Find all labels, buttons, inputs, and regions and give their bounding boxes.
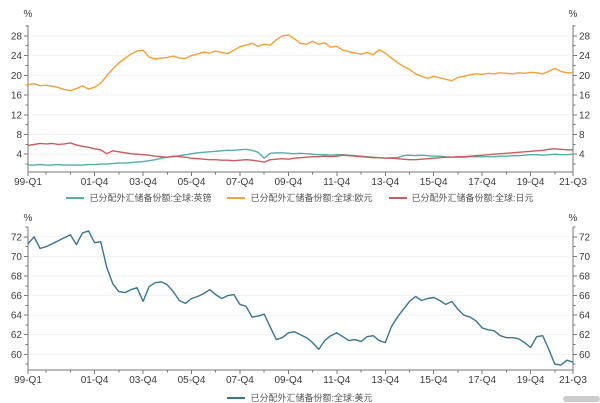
x-tick-label: 15-Q4 <box>420 177 448 188</box>
y-tick-label: 20 <box>579 71 591 82</box>
x-tick-label: 07-Q4 <box>226 177 254 188</box>
y-tick-label: 62 <box>579 330 591 341</box>
y-tick-label: 8 <box>16 130 22 141</box>
x-tick-label: 99-Q1 <box>14 177 42 188</box>
gridlines <box>29 236 572 355</box>
legend-line-swatch-jpy <box>388 197 407 199</box>
series-line-eur <box>27 34 574 92</box>
y-tick-label: 64 <box>579 311 591 322</box>
legend-label-eur: 已分配外汇储备份额:全球:欧元 <box>250 193 373 203</box>
y-tick-label: 60 <box>11 350 23 361</box>
x-tick-label: 15-Q4 <box>420 375 448 386</box>
legend-item-jpy: 已分配外汇储备份额:全球:日元 <box>388 192 534 204</box>
tick-labels: 60 60 62 62 64 64 66 66 68 68 70 70 72 72 99-Q1 01-Q4 03… <box>11 232 591 386</box>
x-tick-label: 21-Q3 <box>559 375 587 386</box>
x-tick-label: 11-Q4 <box>323 177 350 188</box>
y-tick-label: 72 <box>11 232 23 243</box>
y-tick-label: 24 <box>579 51 591 62</box>
legend-line-swatch-usd <box>227 397 246 399</box>
y-tick-label: 24 <box>11 51 23 62</box>
y-tick-label: 70 <box>11 252 23 263</box>
y-unit-label-right: % <box>569 213 578 224</box>
y-tick-label: 62 <box>11 330 23 341</box>
x-tick-label: 05-Q4 <box>178 177 206 188</box>
series-line-jpy <box>27 142 574 163</box>
bottom-chart-legend: 已分配外汇储备份额:全球:美元 <box>0 392 600 403</box>
y-tick-label: 8 <box>579 130 585 141</box>
x-tick-label: 21-Q3 <box>559 177 587 188</box>
legend-item-usd: 已分配外汇储备份额:全球:美元 <box>227 392 373 403</box>
x-tick-label: 09-Q4 <box>275 177 303 188</box>
x-tick-label: 99-Q1 <box>14 375 42 386</box>
tick-marks <box>24 226 577 374</box>
y-tick-label: 28 <box>11 31 23 42</box>
chart-currency-shares-gbp-eur-jpy: 4 4 8 8 12 12 16 16 20 20 24 24 28 28 99-Q1 01-Q4 03-Q4 0… <box>0 9 600 204</box>
legend-line-swatch-gbp <box>66 197 85 199</box>
y-tick-label: 4 <box>16 150 22 161</box>
y-tick-label: 12 <box>11 110 23 121</box>
series-line-gbp <box>27 148 574 166</box>
x-tick-label: 05-Q4 <box>178 375 206 386</box>
legend-item-eur: 已分配外汇储备份额:全球:欧元 <box>227 192 373 204</box>
y-tick-label: 60 <box>579 350 591 361</box>
axes <box>27 25 574 173</box>
x-tick-label: 13-Q4 <box>371 177 399 188</box>
legend-label-jpy: 已分配外汇储备份额:全球:日元 <box>411 193 534 203</box>
y-unit-label-right: % <box>569 9 578 20</box>
legend-label-gbp: 已分配外汇储备份额:全球:英镑 <box>89 193 212 203</box>
bottom-chart-svg: 60 60 62 62 64 64 66 66 68 68 70 70 72 72 99-Q1 01-Q4 03… <box>11 213 591 386</box>
x-tick-label: 17-Q4 <box>468 375 496 386</box>
x-tick-label: 09-Q4 <box>275 375 303 386</box>
x-tick-label: 01-Q4 <box>81 177 109 188</box>
x-tick-label: 03-Q4 <box>129 375 157 386</box>
scrollbar-thumb[interactable] <box>563 396 600 402</box>
y-tick-label: 16 <box>579 91 591 102</box>
x-tick-label: 03-Q4 <box>129 177 157 188</box>
x-tick-label: 19-Q4 <box>517 177 545 188</box>
y-tick-label: 64 <box>11 311 23 322</box>
x-tick-label: 17-Q4 <box>468 177 496 188</box>
x-tick-label: 11-Q4 <box>323 375 350 386</box>
axes <box>27 227 574 371</box>
y-tick-label: 68 <box>11 272 23 283</box>
x-tick-label: 19-Q4 <box>517 375 545 386</box>
chart-usd-share: 60 60 62 62 64 64 66 66 68 68 70 70 72 72 99-Q1 01-Q4 03… <box>0 210 600 403</box>
top-chart-legend: 已分配外汇储备份额:全球:英镑 已分配外汇储备份额:全球:欧元 已分配外汇储备份额:… <box>0 192 600 204</box>
y-tick-label: 12 <box>579 110 591 121</box>
y-tick-label: 16 <box>11 91 23 102</box>
legend-line-swatch-eur <box>227 197 246 199</box>
x-tick-label: 01-Q4 <box>81 375 109 386</box>
series-line-usd <box>27 230 574 366</box>
y-tick-label: 72 <box>579 232 591 243</box>
y-tick-label: 4 <box>579 150 585 161</box>
y-tick-label: 66 <box>579 291 591 302</box>
x-tick-label: 13-Q4 <box>371 375 399 386</box>
y-tick-label: 70 <box>579 252 591 263</box>
y-tick-label: 28 <box>579 31 591 42</box>
y-tick-label: 20 <box>11 71 23 82</box>
y-tick-label: 68 <box>579 272 591 283</box>
y-tick-label: 66 <box>11 291 23 302</box>
top-chart-svg: 4 4 8 8 12 12 16 16 20 20 24 24 28 28 99-Q1 01-Q4 03-Q4 0… <box>11 9 591 188</box>
gridlines <box>29 35 572 155</box>
x-tick-label: 07-Q4 <box>226 375 254 386</box>
legend-item-gbp: 已分配外汇储备份额:全球:英镑 <box>66 192 211 204</box>
y-unit-label-left: % <box>24 213 33 224</box>
y-unit-label-left: % <box>24 9 33 20</box>
tick-labels: 4 4 8 8 12 12 16 16 20 20 24 24 28 28 99-Q1 01-Q4 03-Q4 0… <box>11 31 591 188</box>
legend-label-usd: 已分配外汇储备份额:全球:美元 <box>250 393 373 403</box>
